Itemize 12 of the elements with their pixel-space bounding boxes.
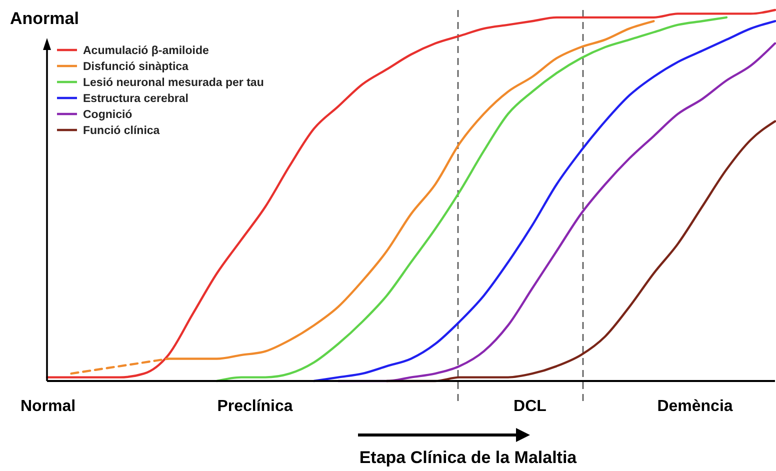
legend-label: Disfunció sinàptica	[83, 61, 190, 73]
text: Normal	[20, 398, 76, 415]
legend-label: Lesió neuronal mesurada per tau	[83, 77, 264, 89]
text: Demència	[657, 398, 733, 415]
legend-label: Funció clínica	[83, 125, 160, 137]
legend-label: Acumulació β-amiloide	[83, 45, 209, 57]
legend-label: Estructura cerebral	[83, 93, 188, 105]
x-axis-title: Etapa Clínica de la Malaltia	[359, 448, 578, 467]
text: DCL	[514, 398, 547, 415]
legend-label: Cognició	[83, 109, 132, 121]
y-axis-title: Anormal	[10, 9, 79, 28]
text: Preclínica	[217, 398, 293, 415]
